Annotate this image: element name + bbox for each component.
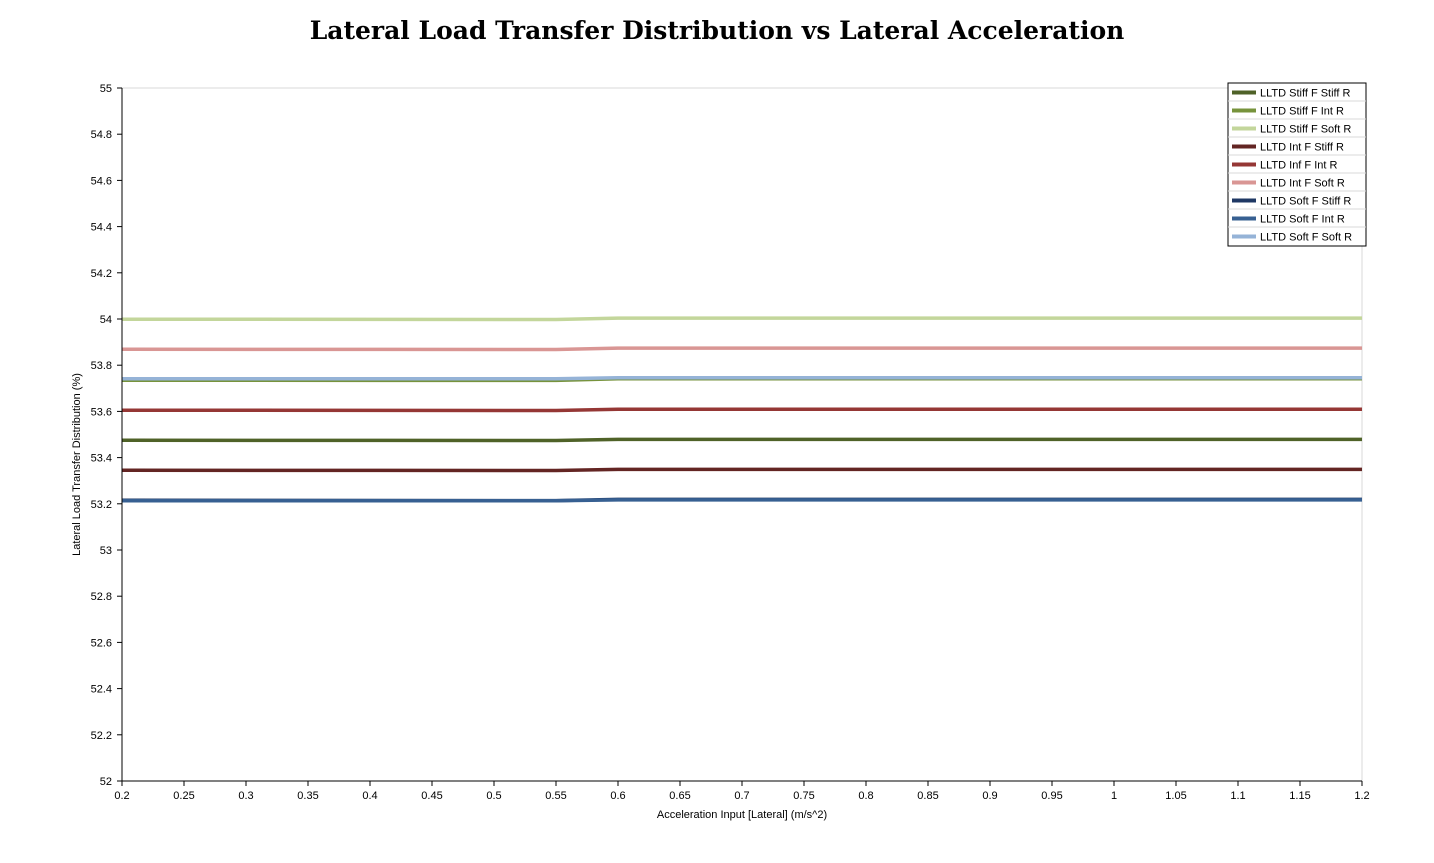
x-tick-label: 0.9 — [982, 790, 997, 802]
x-tick-label: 1.15 — [1289, 790, 1310, 802]
y-tick-label: 53.4 — [91, 453, 112, 465]
x-tick-label: 0.25 — [173, 790, 194, 802]
x-tick-label: 0.6 — [610, 790, 625, 802]
x-tick-label: 0.2 — [114, 790, 129, 802]
series-line-9 — [122, 375, 1362, 381]
y-tick-label: 52 — [100, 776, 112, 788]
x-tick-label: 0.35 — [297, 790, 318, 802]
x-tick-label: 0.8 — [858, 790, 873, 802]
x-axis-ticks: 0.2 0.25 0.3 0.35 0.4 0.45 0.5 0.55 0.6 0.65 0.7 0.… — [114, 781, 1370, 802]
x-tick-label: 0.55 — [545, 790, 566, 802]
series-line-1 — [121, 437, 1362, 443]
series-layer — [121, 316, 1362, 503]
x-tick-label: 1 — [1111, 790, 1117, 802]
legend-label: LLTD Soft F Soft R — [1260, 232, 1352, 244]
x-tick-label: 1.1 — [1230, 790, 1245, 802]
series-line-4 — [121, 467, 1362, 473]
legend: LLTD Stiff F Stiff R LLTD Stiff F Int R LL… — [1227, 82, 1367, 247]
x-tick-label: 0.75 — [793, 790, 814, 802]
x-tick-label: 0.3 — [238, 790, 253, 802]
legend-label: LLTD Soft F Int R — [1260, 214, 1345, 226]
x-axis-title: Acceleration Input [Lateral] (m/s^2) — [657, 809, 827, 821]
x-tick-label: 0.4 — [362, 790, 377, 802]
y-tick-label: 53.2 — [91, 499, 112, 511]
x-tick-label: 0.5 — [486, 790, 501, 802]
legend-label: LLTD Stiff F Stiff R — [1260, 88, 1351, 100]
legend-label: LLTD Int F Stiff R — [1260, 142, 1344, 154]
legend-label: LLTD Stiff F Int R — [1260, 106, 1344, 118]
y-tick-label: 53 — [100, 545, 112, 557]
y-tick-label: 54 — [100, 314, 112, 326]
series-line-3 — [121, 316, 1362, 322]
y-tick-label: 54.6 — [91, 175, 112, 187]
series-line-5 — [121, 407, 1362, 413]
gridlines — [122, 87, 1363, 781]
x-tick-label: 0.7 — [734, 790, 749, 802]
x-tick-label: 1.05 — [1165, 790, 1186, 802]
y-tick-label: 55 — [100, 83, 112, 95]
y-tick-label: 52.6 — [91, 637, 112, 649]
legend-label: LLTD Inf F Int R — [1260, 160, 1337, 172]
y-tick-label: 52.2 — [91, 730, 112, 742]
chart-title: Lateral Load Transfer Distribution vs La… — [309, 16, 1125, 45]
legend-label: LLTD Int F Soft R — [1260, 178, 1345, 190]
y-tick-label: 54.2 — [91, 268, 112, 280]
y-axis-ticks: 52 52.2 52.4 52.6 52.8 53 53.2 53.4 53.6 53.8 54 54… — [91, 83, 122, 788]
series-line-6 — [121, 346, 1362, 352]
y-tick-label: 53.6 — [91, 406, 112, 418]
y-tick-label: 54.4 — [91, 222, 112, 234]
x-tick-label: 0.65 — [669, 790, 690, 802]
y-tick-label: 52.4 — [91, 684, 112, 696]
x-tick-label: 1.2 — [1354, 790, 1369, 802]
y-axis-title: Lateral Load Transfer Distribution (%) — [71, 373, 83, 556]
legend-label: LLTD Stiff F Soft R — [1260, 124, 1351, 136]
y-tick-label: 54.8 — [91, 129, 112, 141]
x-tick-label: 0.85 — [917, 790, 938, 802]
axes — [121, 88, 1362, 782]
x-tick-label: 0.45 — [421, 790, 442, 802]
y-tick-label: 52.8 — [91, 591, 112, 603]
y-tick-label: 53.8 — [91, 360, 112, 372]
series-line-8 — [122, 498, 1362, 503]
legend-label: LLTD Soft F Stiff R — [1260, 196, 1351, 208]
x-tick-label: 0.95 — [1041, 790, 1062, 802]
